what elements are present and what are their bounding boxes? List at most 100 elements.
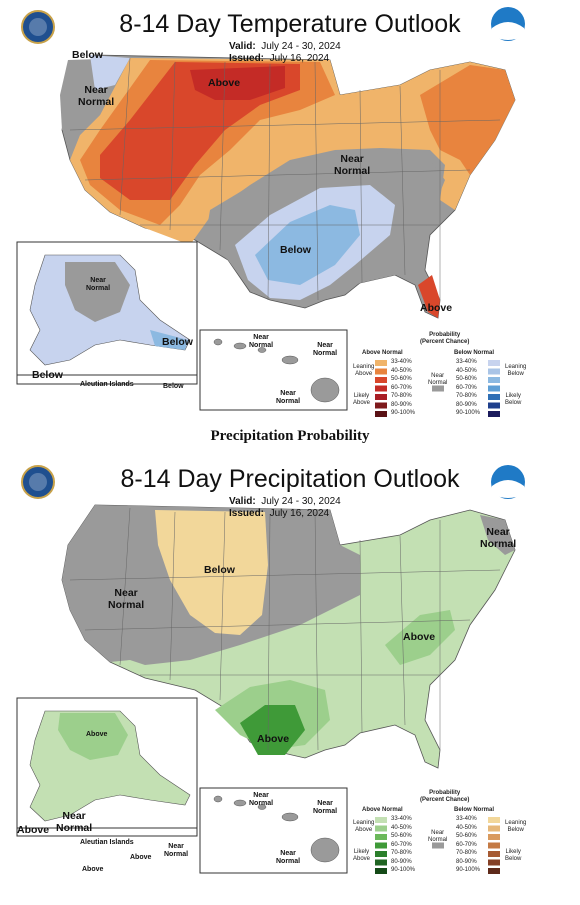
label-near-normal-west: Near Normal [78,84,115,108]
temperature-outlook-panel: 8-14 Day Temperature Outlook Valid: July… [0,0,580,425]
precip-legend-below-header: Below Normal [454,807,495,813]
temp-legend-leaning-above: Leaning Above [353,364,375,377]
legend-range-above: 70-80% [391,850,412,856]
legend-range-above: 33-40% [391,816,412,822]
page-title: 8-14 Day Precipitation Outlook [120,465,460,493]
legend-swatch-above [375,394,387,400]
legend-range-below: 50-60% [456,833,477,839]
precipitation-outlook-panel: 8-14 Day Precipitation Outlook Valid: Ju… [0,455,580,905]
label-hawaii-near-normal-2: Near Normal [313,800,338,815]
label-hawaii-near-normal-2: Near Normal [313,342,338,357]
label-alaska-near-normal: Near Normal [86,277,111,292]
precip-legend-above-header: Above Normal [362,807,403,813]
legend-swatch-below [488,402,500,409]
legend-swatch-above [375,851,387,857]
legend-range-above: 60-70% [391,384,412,391]
temp-legend-below-header: Below Normal [454,350,495,356]
label-hawaii-near-normal-1: Near Normal [249,792,274,807]
label-aleutian-below: Below [163,383,184,390]
legend-swatch-below [488,394,500,400]
near-normal-ne [480,515,515,555]
legend-swatch-above [375,842,387,849]
legend-range-above: 60-70% [391,841,412,848]
legend-swatch-below [488,825,500,832]
legend-swatch-below [488,377,500,383]
legend-swatch-below [488,817,500,823]
temp-legend-near-normal: Near Normal [428,373,448,386]
label-near-normal-ne: Near Normal [480,526,517,550]
label-aleutian-islands: Aleutian Islands [80,839,134,846]
legend-range-above: 70-80% [391,393,412,399]
legend-range-above: 40-50% [391,367,412,374]
above-core-region [190,66,285,100]
below-region [155,510,268,635]
legend-range-below: 33-40% [456,816,477,822]
legend-range-below: 40-50% [456,367,477,374]
precip-legend-swatches [375,817,500,874]
precip-legend-leaning-above: Leaning Above [353,820,375,833]
alaska-below-se [150,330,188,350]
legend-range-above: 80-90% [391,401,412,408]
date-info: Valid: July 24 - 30, 2024 Issued: July 1… [229,496,341,520]
hawaii-islands [213,338,340,403]
legend-range-below: 80-90% [456,858,477,865]
label-aleutian-above-2: Above [82,866,104,873]
issued-date: July 16, 2024 [269,53,330,64]
legend-range-above: 50-60% [391,376,412,382]
valid-dates: July 24 - 30, 2024 [261,41,341,52]
legend-swatch-above [375,411,387,417]
label-alaska-below-se: Below [162,336,193,348]
precip-legend-likely-above: Likely Above [353,849,371,862]
legend-range-below: 50-60% [456,376,477,382]
temp-legend-likely-above: Likely Above [353,393,371,406]
above-florida [418,275,440,318]
label-aleutian-islands: Aleutian Islands [80,381,134,388]
legend-swatch-above [375,402,387,409]
legend-swatch-below [488,859,500,866]
legend-swatch-above [375,385,387,392]
state-lines [69,57,501,301]
state-lines [69,507,501,751]
below-nw [90,55,130,90]
legend-swatch-near-normal [432,842,444,849]
legend-range-below: 90-100% [456,867,481,873]
label-hawaii-near-normal-3: Near Normal [276,850,301,865]
legend-swatch-below [488,368,500,375]
legend-swatch-above [375,868,387,874]
doc-seal-icon [21,465,55,499]
above-east-region [385,610,455,665]
legend-swatch-above [375,360,387,366]
label-hawaii-near-normal-3: Near Normal [276,390,301,405]
legend-swatch-above [375,817,387,823]
legend-swatch-near-normal [432,385,444,392]
label-near-normal-central: Near Normal [334,153,371,177]
legend-swatch-below [488,360,500,366]
legend-range-below: 40-50% [456,824,477,831]
legend-range-below: 90-100% [456,410,481,416]
legend-swatch-below [488,411,500,417]
label-below-south: Below [280,244,311,256]
precip-legend-title: Probability (Percent Chance) [420,790,470,803]
label-above-east: Above [403,631,436,643]
temp-legend-leaning-below: Leaning Below [505,364,527,377]
date-info: Valid: July 24 - 30, 2024 Issued: July 1… [229,41,341,65]
label-aleutian-above: Above [130,854,152,861]
valid-dates: July 24 - 30, 2024 [261,496,341,507]
label-alaska-below-sw: Below [32,369,63,381]
legend-swatch-below [488,834,500,840]
valid-label: Valid: [229,496,256,507]
above-tx-strong [240,705,305,755]
issued-label: Issued: [229,53,265,64]
temp-legend-swatches [375,360,500,417]
legend-range-above: 40-50% [391,824,412,831]
valid-label: Valid: [229,41,256,52]
label-alaska-above: Above [86,731,108,738]
legend-swatch-above [375,377,387,383]
legend-swatch-below [488,385,500,392]
legend-range-below: 60-70% [456,841,477,848]
legend-range-above: 33-40% [391,359,412,365]
label-above-tx: Above [257,733,290,745]
hawaii-islands [213,795,340,863]
page-title: 8-14 Day Temperature Outlook [119,10,461,38]
legend-range-above: 90-100% [391,867,416,873]
